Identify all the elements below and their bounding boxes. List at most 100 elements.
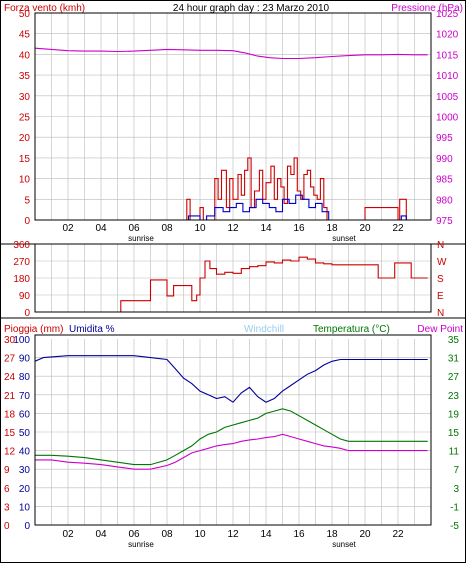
panel1-ticks: 02 04 06 08 10 12 14 16 18 20 22051015202530354045… [19, 9, 459, 234]
temperature-tick-label: -5 [450, 521, 459, 532]
rain-tick-label: 6 [4, 484, 10, 495]
direction-tick-label: 0 [24, 308, 30, 319]
humidity-tick-label: 0 [24, 521, 30, 532]
wind-tick-label: 0 [24, 216, 30, 227]
temperature-tick-label: 35 [448, 335, 460, 346]
humidity-tick-label: 70 [19, 391, 31, 402]
windchill-label: Windchill [244, 324, 284, 335]
wind-average-line [35, 194, 428, 221]
temperature-tick-label: 11 [449, 447, 460, 458]
pressure-axis-label: Pressione (hPa) [391, 3, 463, 14]
chart-title: 24 hour graph day : 23 Marzo 2010 [173, 3, 330, 14]
compass-tick-label: W [437, 257, 447, 268]
wind-direction-line [35, 256, 428, 313]
rain-tick-label: 24 [4, 372, 16, 383]
x-tick-label: 02 [62, 529, 74, 540]
dewpoint-label: Dew Point [417, 324, 463, 335]
x-tick-label: 14 [260, 529, 272, 540]
pressure-line [34, 47, 428, 60]
pressure-tick-label: 1015 [436, 50, 459, 61]
x-tick-label: 12 [227, 223, 239, 234]
pressure-tick-label: 1000 [436, 113, 459, 124]
rain-tick-label: 18 [4, 409, 16, 420]
humidity-tick-label: 60 [19, 409, 31, 420]
humidity-tick-label: 90 [19, 354, 31, 365]
pressure-tick-label: 990 [436, 154, 453, 165]
temperature-line [35, 408, 428, 466]
temperature-tick-label: 15 [448, 428, 460, 439]
wind-tick-label: 30 [19, 92, 31, 103]
wind-tick-label: 25 [19, 113, 31, 124]
temperature-tick-label: 23 [448, 391, 460, 402]
pressure-tick-label: 1010 [436, 71, 459, 82]
panel1-series [34, 47, 428, 221]
humidity-tick-label: 50 [19, 428, 31, 439]
wind-tick-label: 50 [19, 9, 31, 20]
panel3-series [34, 355, 428, 526]
temperature-tick-label: 3 [453, 484, 459, 495]
x-tick-label: 08 [161, 223, 173, 234]
sunrise-label-2: sunrise [128, 540, 154, 549]
x-tick-label: 08 [161, 529, 173, 540]
humidity-tick-label: 10 [19, 502, 31, 513]
direction-tick-label: 360 [13, 240, 30, 251]
x-tick-label: 12 [227, 529, 239, 540]
compass-tick-label: N [437, 308, 444, 319]
wind-tick-label: 35 [19, 71, 31, 82]
compass-tick-label: N [437, 240, 444, 251]
wind-axis-label: Forza vento (kmh) [4, 3, 85, 14]
x-tick-label: 20 [359, 223, 371, 234]
pressure-tick-label: 985 [436, 175, 453, 186]
panel3-frame [34, 334, 432, 526]
x-tick-label: 06 [128, 529, 140, 540]
temperature-tick-label: 7 [453, 465, 459, 476]
x-tick-label: 02 [62, 223, 74, 234]
temperature-tick-label: 31 [448, 354, 460, 365]
x-tick-label: 04 [95, 223, 107, 234]
x-tick-label: 10 [194, 529, 206, 540]
rain-tick-label: 3 [4, 502, 10, 513]
panel3-ticks: 02 04 06 08 10 12 14 16 18 20 22036912151821242730… [4, 335, 459, 540]
x-tick-label: 20 [359, 529, 371, 540]
x-tick-label: 22 [392, 223, 404, 234]
wind-tick-label: 15 [19, 154, 31, 165]
direction-tick-label: 90 [19, 291, 31, 302]
wind-tick-label: 45 [19, 30, 31, 41]
humidity-tick-label: 40 [19, 447, 31, 458]
x-tick-label: 16 [293, 223, 305, 234]
humidity-tick-label: 30 [19, 465, 31, 476]
panel3-grid [35, 339, 431, 525]
temperature-tick-label: 19 [448, 409, 460, 420]
humidity-axis-label: Umidita % [69, 324, 115, 335]
sunset-label-2: sunset [332, 540, 356, 549]
pressure-tick-label: 980 [436, 195, 453, 206]
panel2-grid [35, 244, 431, 312]
rain-tick-label: 27 [4, 354, 16, 365]
x-tick-label: 18 [326, 529, 338, 540]
humidity-tick-label: 80 [19, 372, 31, 383]
wind-gust-line [35, 157, 428, 221]
sunrise-label-1: sunrise [128, 234, 154, 243]
wind-tick-label: 40 [19, 50, 31, 61]
rain-tick-label: 30 [4, 335, 16, 346]
x-tick-label: 16 [293, 529, 305, 540]
temperature-tick-label: 27 [448, 372, 460, 383]
panel2-series [35, 256, 428, 313]
x-tick-label: 04 [95, 529, 107, 540]
pressure-tick-label: 975 [436, 216, 453, 227]
panel2-frame [34, 243, 432, 313]
panel1-frame [34, 12, 432, 221]
wind-tick-label: 10 [19, 175, 31, 186]
rain-axis-label: Pioggia (mm) [4, 324, 63, 335]
sunset-label-1: sunset [332, 234, 356, 243]
wind-tick-label: 20 [19, 133, 31, 144]
rain-tick-label: 9 [4, 465, 10, 476]
panel1-grid [35, 13, 431, 220]
x-tick-label: 14 [260, 223, 272, 234]
humidity-tick-label: 20 [19, 484, 31, 495]
wind-tick-label: 5 [24, 195, 30, 206]
temperature-axis-label: Temperatura (°C) [313, 324, 390, 335]
